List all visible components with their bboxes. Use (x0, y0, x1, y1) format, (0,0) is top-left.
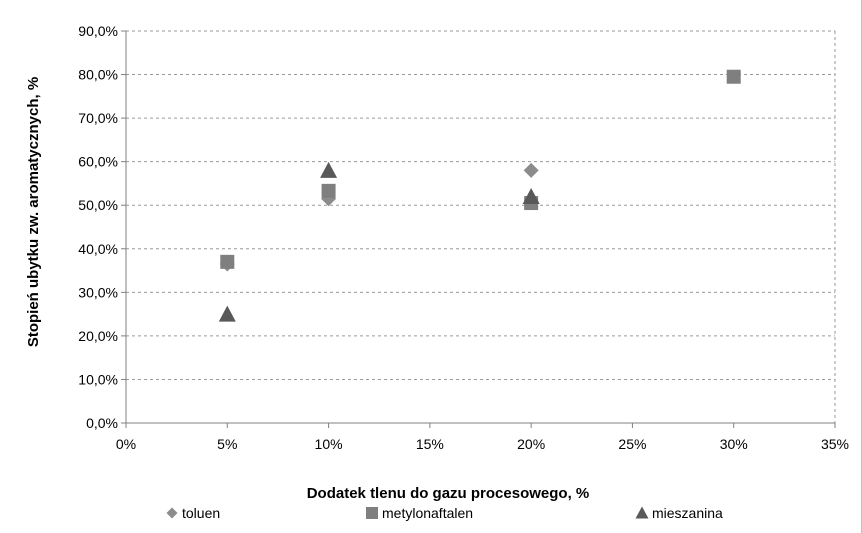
y-axis-label: Stopień ubytku zw. aromatycznych, % (25, 77, 42, 347)
data-point-mieszanina (522, 188, 540, 205)
y-tick-label: 60,0% (78, 154, 118, 170)
legend-label: toluen (182, 505, 220, 521)
y-tick-label: 20,0% (78, 328, 118, 344)
x-axis-label: Dodatek tlenu do gazu procesowego, % (307, 485, 590, 502)
data-points (218, 69, 741, 322)
data-point-metylonaftalen (726, 69, 741, 84)
legend-marker-toluen (166, 507, 178, 519)
data-point-metylonaftalen (220, 254, 235, 269)
legend-label: metylonaftalen (382, 505, 473, 521)
legend-label: mieszanina (652, 505, 723, 521)
y-tick-label: 30,0% (78, 284, 118, 300)
data-point-mieszanina (218, 305, 236, 322)
legend-marker-mieszanina (635, 506, 649, 519)
data-point-metylonaftalen (321, 183, 336, 198)
x-tick-label: 15% (416, 436, 444, 452)
y-tick-label: 70,0% (78, 110, 118, 126)
legend-marker-metylonaftalen (366, 507, 378, 519)
legend: toluen metylonaftalen mieszanina (166, 505, 723, 521)
x-tick-label: 0% (116, 436, 136, 452)
data-point-toluen (523, 162, 539, 178)
x-tick-label: 35% (821, 436, 849, 452)
x-tick-label: 10% (315, 436, 343, 452)
tick-labels: 0,0% 10,0% 20,0% 30,0% 40,0% 50,0% 60,0% 70,0% 8… (78, 23, 849, 452)
x-tick-label: 5% (217, 436, 237, 452)
x-tick-label: 25% (618, 436, 646, 452)
y-tick-label: 50,0% (78, 197, 118, 213)
y-tick-label: 10,0% (78, 371, 118, 387)
data-point-mieszanina (320, 161, 338, 178)
gridlines (126, 30, 836, 423)
y-tick-label: 80,0% (78, 67, 118, 83)
axes (121, 30, 836, 428)
x-tick-label: 30% (720, 436, 748, 452)
y-tick-label: 0,0% (86, 415, 118, 431)
y-tick-label: 90,0% (78, 23, 118, 39)
y-tick-label: 40,0% (78, 241, 118, 257)
x-tick-label: 20% (517, 436, 545, 452)
